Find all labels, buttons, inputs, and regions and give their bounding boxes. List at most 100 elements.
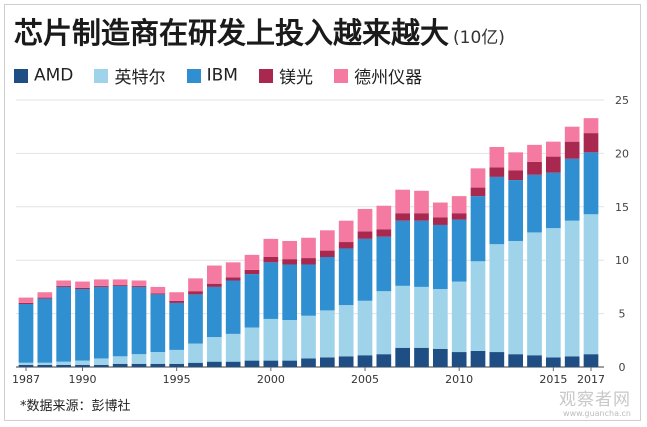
bar-amd-1988	[37, 364, 53, 367]
bar-ti-2002	[301, 237, 316, 259]
bar-ibm-1992	[112, 285, 128, 357]
bar-nikon-1992	[112, 284, 128, 286]
bar-amd-2015	[545, 357, 561, 367]
bar-amd-2009	[432, 348, 448, 367]
bar-amd-1987	[18, 364, 34, 367]
bar-nikon-2009	[432, 217, 448, 225]
bar-amd-1989	[56, 364, 72, 367]
bar-ti-2015	[545, 141, 561, 157]
bar-ti-1988	[37, 292, 53, 298]
bar-amd-1996	[188, 362, 203, 367]
bar-amd-2017	[583, 354, 599, 367]
bar-nikon-2012	[489, 167, 505, 177]
bar-intel-1996	[188, 343, 203, 363]
bar-ibm-2015	[545, 172, 561, 229]
bar-nikon-2015	[545, 156, 561, 173]
legend-item-ti: 德州仪器	[334, 63, 422, 88]
bar-ibm-2016	[564, 158, 580, 221]
bar-intel-2006	[376, 291, 392, 355]
bar-ti-1989	[56, 280, 72, 286]
bar-ibm-1987	[18, 303, 34, 363]
bar-ti-2000	[263, 238, 279, 257]
bar-intel-1993	[131, 354, 147, 364]
bar-nikon-1995	[169, 300, 185, 303]
bar-amd-2012	[489, 352, 505, 367]
bar-amd-1990	[75, 364, 90, 367]
x-tick-label-2000: 2000	[257, 373, 285, 386]
bar-ibm-1996	[188, 294, 203, 344]
bar-amd-2014	[527, 355, 542, 367]
bar-ibm-2014	[527, 174, 542, 233]
bar-ibm-1995	[169, 302, 185, 350]
legend-swatch-intel	[94, 68, 109, 83]
bar-amd-1991	[93, 364, 109, 367]
bar-ti-2012	[489, 146, 505, 168]
bar-intel-2017	[583, 214, 599, 355]
bar-ti-2013	[508, 152, 524, 171]
bar-intel-2008	[414, 286, 429, 348]
bar-amd-2000	[263, 360, 279, 367]
bar-ibm-2012	[489, 176, 505, 245]
bar-amd-1997	[206, 361, 222, 367]
bar-ibm-2006	[376, 236, 392, 292]
bar-ti-1996	[188, 278, 203, 292]
legend-swatch-ti	[334, 68, 349, 83]
bar-ti-2017	[583, 118, 599, 134]
bar-ti-2016	[564, 126, 580, 142]
bar-nikon-1990	[75, 287, 90, 290]
bar-amd-2003	[319, 357, 335, 367]
bar-intel-2001	[282, 320, 298, 361]
bar-amd-2001	[282, 360, 298, 367]
bar-amd-1992	[112, 363, 128, 367]
bar-nikon-1999	[244, 269, 260, 275]
bar-ibm-2009	[432, 224, 448, 290]
bar-intel-1987	[18, 362, 34, 365]
bar-intel-1992	[112, 356, 128, 364]
bar-amd-2007	[395, 347, 411, 367]
bar-ibm-1993	[131, 286, 147, 355]
bar-amd-1993	[131, 363, 147, 367]
bar-ibm-2017	[583, 152, 599, 215]
bar-intel-1998	[225, 333, 241, 362]
bar-ibm-2001	[282, 264, 298, 321]
bar-amd-2010	[451, 352, 467, 367]
x-tick-label-2017: 2017	[577, 373, 605, 386]
bar-ti-2003	[319, 230, 335, 251]
bar-nikon-2013	[508, 170, 524, 181]
watermark-url: www.guancha.cn	[563, 409, 631, 418]
bar-ti-2009	[432, 202, 448, 218]
bar-intel-1988	[37, 362, 53, 365]
bar-ibm-2004	[338, 248, 354, 306]
legend-label-micron: 镁光	[279, 68, 314, 88]
bar-intel-1999	[244, 327, 260, 361]
bar-intel-2007	[395, 285, 411, 348]
bar-intel-2016	[564, 220, 580, 357]
bar-nikon-1997	[206, 283, 222, 287]
bar-nikon-2000	[263, 256, 279, 263]
x-tick-label-2005: 2005	[351, 373, 379, 386]
bar-nikon-1991	[93, 285, 109, 287]
legend-item-amd: AMD	[14, 65, 73, 86]
bar-amd-2013	[508, 354, 524, 367]
x-tick-label-1990: 1990	[69, 373, 97, 386]
y-tick-label-25: 25	[615, 94, 629, 107]
x-tick-label-1987: 1987	[12, 373, 40, 386]
bar-ti-1994	[150, 286, 166, 294]
bar-amd-2004	[338, 356, 354, 367]
bar-ibm-2003	[319, 256, 335, 311]
legend-swatch-ibm	[186, 68, 201, 83]
bar-ibm-1989	[56, 286, 72, 362]
bar-nikon-1988	[37, 297, 53, 299]
bar-intel-2013	[508, 240, 524, 355]
bar-ibm-1990	[75, 289, 90, 361]
bar-intel-1991	[93, 358, 109, 365]
chart-title-text: 芯片制造商在研发上投入越来越大	[14, 16, 450, 50]
bar-ti-1991	[93, 279, 109, 286]
bar-ibm-1988	[37, 298, 53, 363]
bar-ti-2005	[357, 208, 373, 232]
bar-nikon-2007	[395, 213, 411, 221]
bar-intel-2002	[301, 315, 316, 359]
bar-ti-1998	[225, 262, 241, 278]
legend-item-intel: 英特尔	[94, 63, 165, 88]
